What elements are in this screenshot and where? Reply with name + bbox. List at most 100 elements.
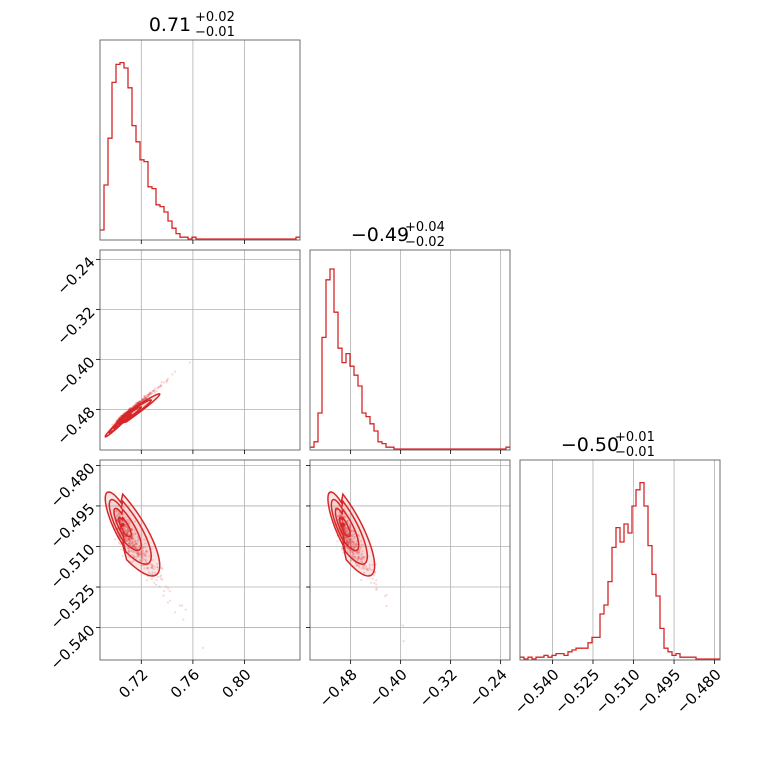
scatter-point	[139, 400, 142, 403]
scatter-point	[129, 538, 132, 541]
scatter-point	[147, 395, 150, 398]
scatter-point	[125, 525, 128, 528]
scatter-point	[362, 557, 365, 560]
scatter-point	[347, 531, 350, 534]
scatter-point	[165, 379, 168, 382]
scatter-point	[365, 568, 368, 571]
scatter-point	[357, 557, 360, 560]
scatter-point	[375, 583, 378, 586]
scatter-point	[358, 548, 361, 552]
x-tick-label-p0: 0.80	[218, 666, 254, 702]
scatter-point	[130, 536, 134, 540]
scatter-point	[128, 534, 131, 537]
scatter-point	[127, 530, 130, 533]
scatter-point	[130, 549, 133, 552]
scatter-point	[134, 546, 137, 549]
scatter-point	[360, 553, 363, 557]
scatter-point	[357, 550, 360, 554]
scatter-point	[338, 513, 341, 517]
scatter-point	[358, 551, 361, 554]
scatter-point	[155, 389, 158, 392]
scatter-point	[351, 546, 354, 549]
scatter-point	[349, 542, 352, 545]
scatter-point	[151, 559, 154, 562]
scatter-point	[360, 559, 363, 562]
scatter-point	[139, 400, 142, 403]
scatter-point	[344, 536, 347, 539]
scatter-point	[346, 537, 349, 540]
scatter-point	[131, 405, 135, 408]
scatter-point	[138, 401, 141, 404]
scatter-point	[157, 386, 160, 389]
scatter-point	[153, 581, 156, 584]
scatter-point	[141, 397, 144, 401]
scatter-point	[127, 542, 130, 545]
scatter-point	[375, 587, 378, 590]
scatter-point	[140, 553, 143, 556]
scatter-point	[351, 550, 354, 553]
scatter-point	[401, 624, 404, 627]
scatter-point	[160, 384, 163, 388]
scatter-point	[358, 550, 361, 554]
scatter-point	[128, 537, 131, 540]
scatter-point	[136, 402, 139, 405]
scatter-point	[131, 545, 135, 549]
scatter-point	[133, 543, 136, 546]
scatter-point	[153, 389, 156, 392]
scatter-point	[132, 405, 135, 408]
scatter-point	[152, 390, 155, 393]
scatter-point	[165, 379, 169, 382]
scatter-point	[141, 547, 144, 551]
scatter-point	[355, 551, 359, 554]
scatter-point	[352, 555, 355, 558]
scatter-point	[363, 567, 366, 570]
scatter-point	[145, 579, 149, 582]
scatter-point	[340, 514, 343, 518]
scatter-point	[180, 604, 184, 607]
scatter-point	[151, 392, 154, 395]
scatter-point	[139, 550, 143, 553]
scatter-point	[138, 400, 142, 403]
scatter-point	[348, 542, 351, 545]
scatter-point	[361, 550, 364, 553]
scatter-point	[137, 555, 140, 558]
scatter-point	[348, 541, 351, 544]
scatter-point	[356, 555, 360, 558]
scatter-point	[355, 564, 359, 567]
scatter-point	[350, 534, 353, 537]
scatter-point	[140, 551, 143, 554]
scatter-point	[347, 522, 350, 525]
scatter-point	[145, 549, 148, 553]
scatter-point	[346, 519, 350, 522]
title-median-2: −0.50	[561, 434, 619, 456]
scatter-point	[121, 554, 124, 558]
scatter-point	[136, 554, 139, 557]
scatter-point	[174, 370, 177, 373]
scatter-point	[346, 541, 349, 544]
scatter-point	[132, 559, 135, 563]
scatter-point	[143, 567, 146, 570]
scatter-point	[384, 595, 387, 598]
scatter-point	[145, 395, 149, 398]
scatter-point	[346, 540, 349, 543]
scatter-point	[130, 560, 134, 564]
scatter-point	[341, 520, 344, 523]
scatter-point	[147, 571, 151, 574]
scatter-point	[136, 401, 140, 405]
scatter-point	[153, 387, 157, 390]
scatter-point	[149, 573, 152, 576]
scatter-point	[166, 377, 170, 380]
scatter-point	[344, 538, 348, 541]
scatter-point	[347, 532, 350, 535]
scatter-point	[151, 565, 154, 568]
scatter-point	[150, 566, 153, 569]
scatter-point	[361, 561, 364, 564]
scatter-point	[357, 549, 361, 552]
panel-2-2	[519, 459, 721, 664]
scatter-point	[129, 543, 132, 546]
scatter-point	[385, 604, 388, 608]
scatter-point	[127, 519, 130, 522]
scatter-point	[147, 393, 151, 396]
scatter-point	[351, 553, 354, 556]
